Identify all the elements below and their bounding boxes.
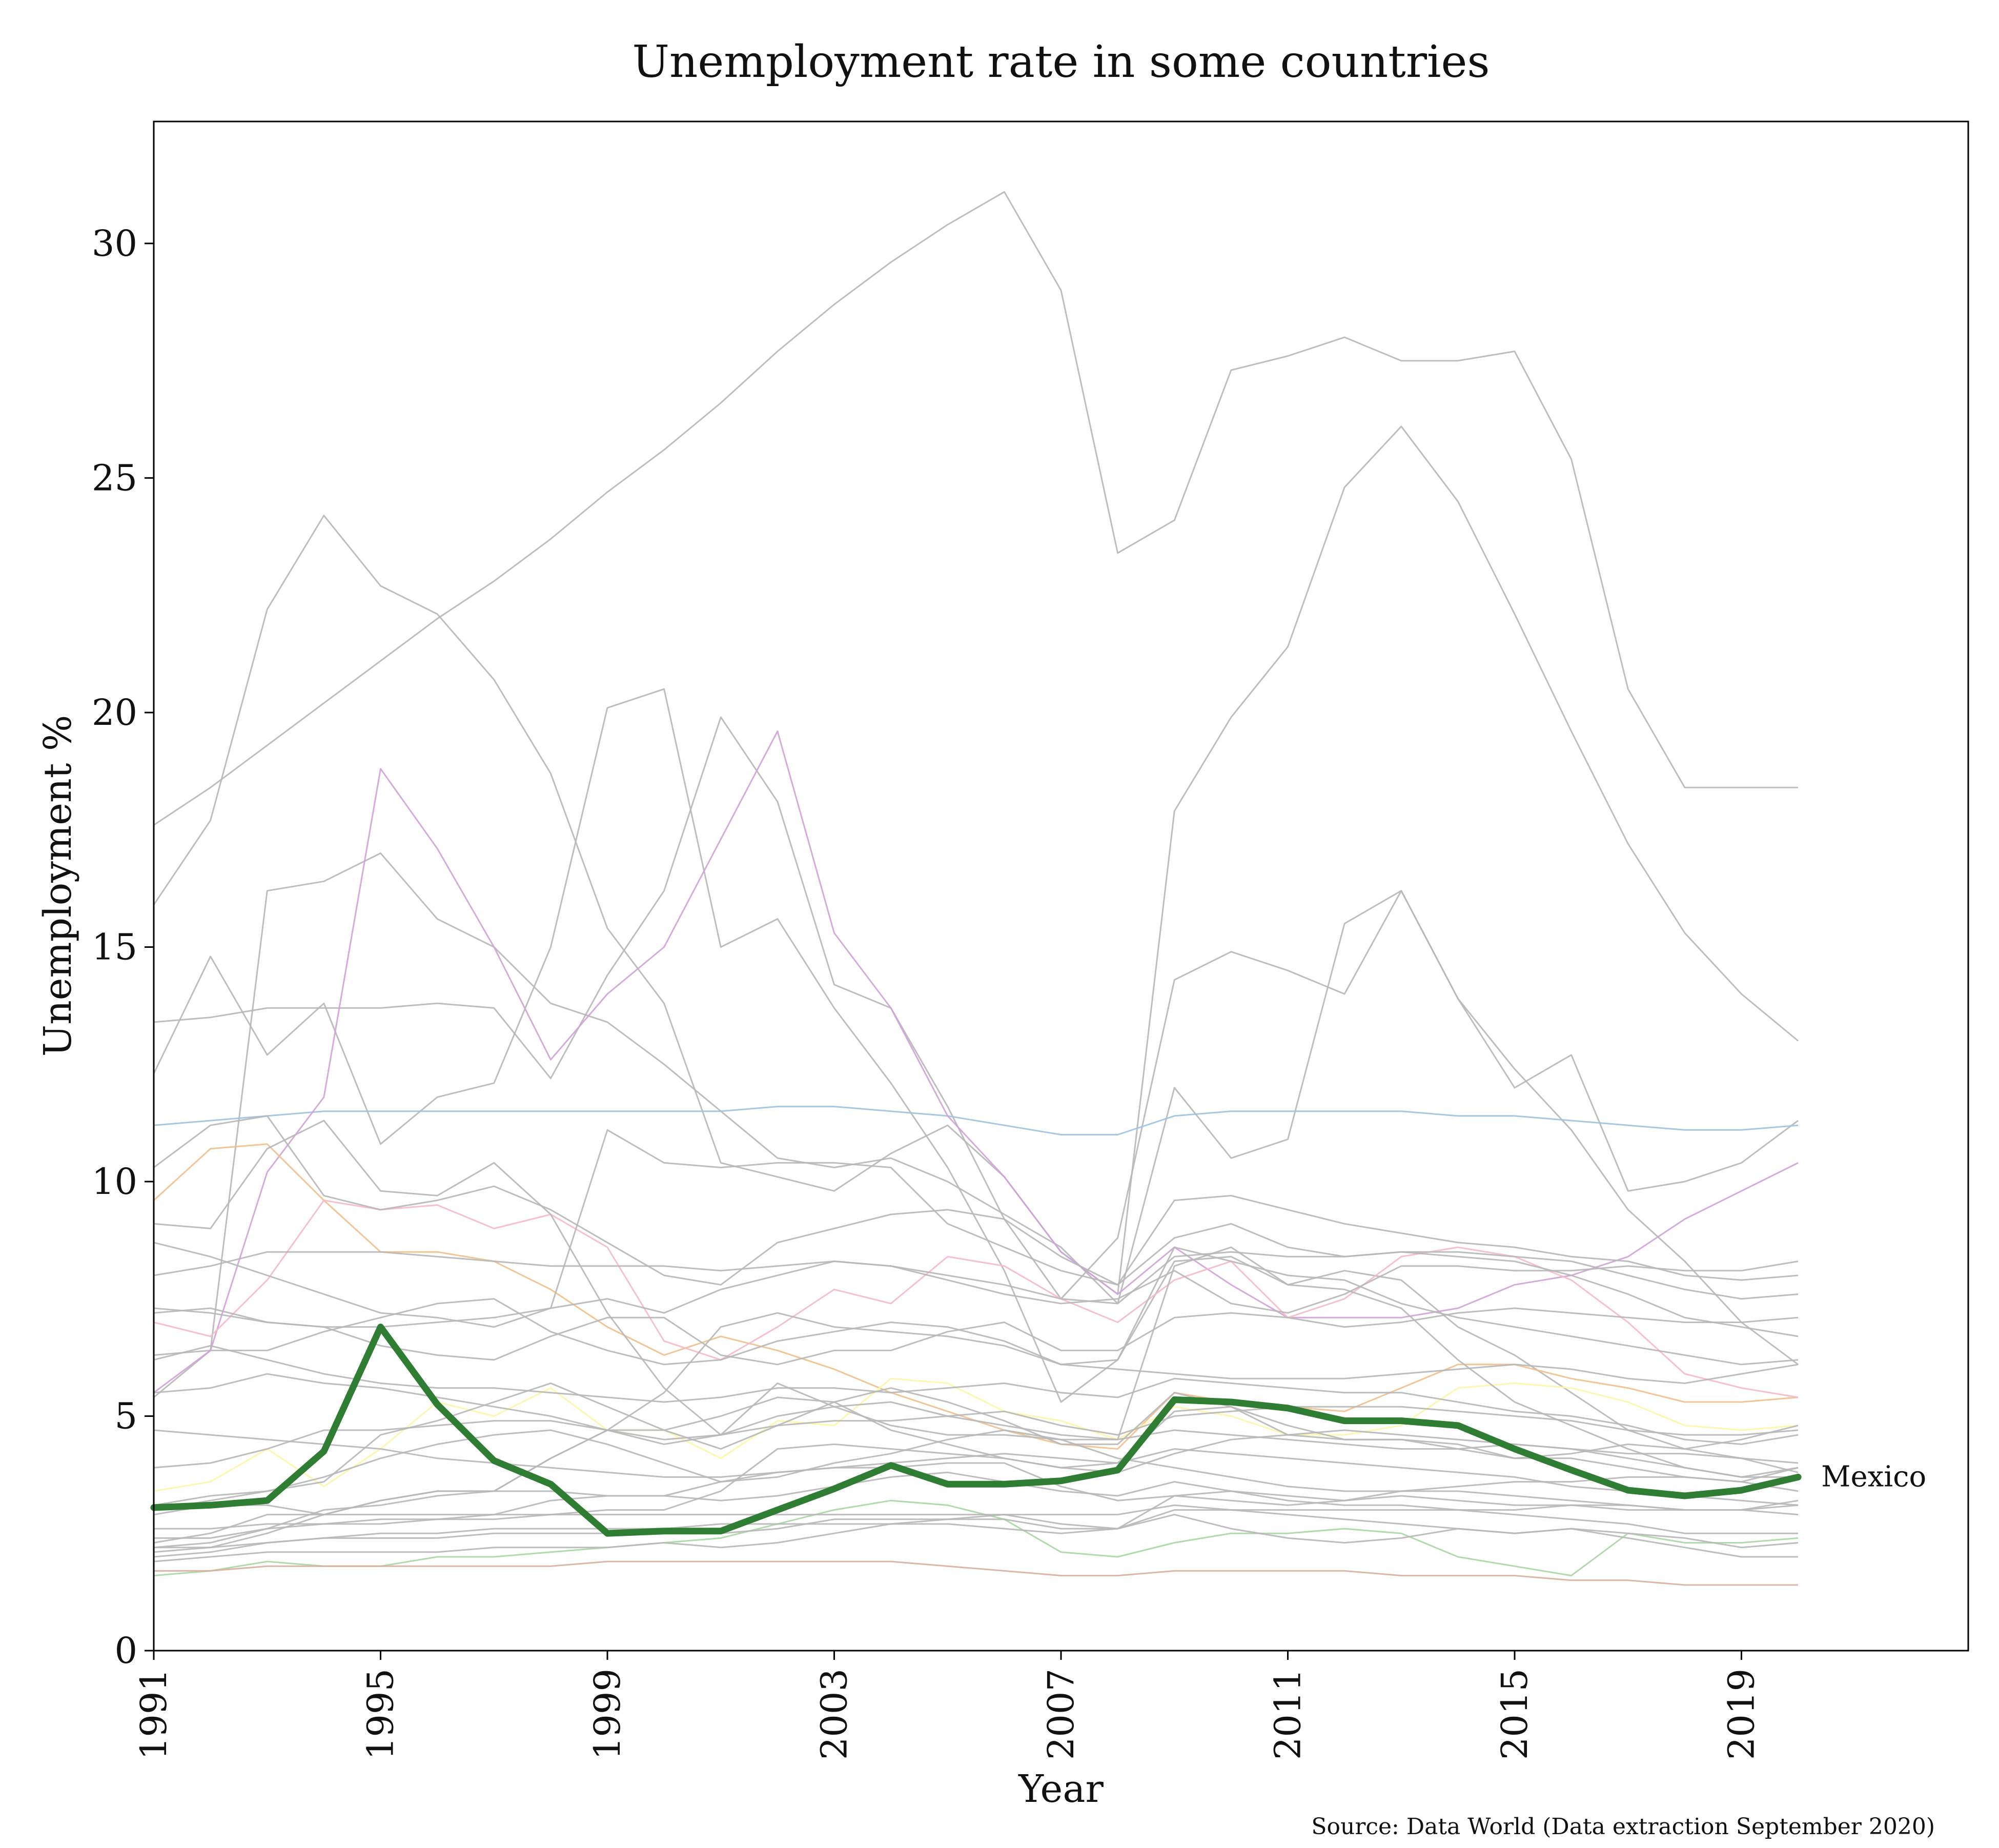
mexico-series-label: Mexico [1821,1460,1926,1493]
series-line-17 [153,1246,1799,1366]
series-line-22 [154,1462,1799,1530]
series-line-10 [153,1377,1799,1492]
x-tick-label-1999: 1999 [586,1669,628,1760]
x-tick-label-1991: 1991 [133,1669,175,1760]
x-tick-label-2015: 2015 [1494,1669,1536,1760]
series-line-12 [154,1560,1799,1586]
x-tick-label-2019: 2019 [1721,1669,1763,1760]
series-line-27 [153,1504,1799,1530]
mexico-line [150,1324,1802,1537]
x-tick-label-2007: 2007 [1040,1669,1082,1760]
y-axis-label: Unemployment % [36,715,80,1057]
series-line-13 [153,1115,1799,1337]
series-line-29 [153,1490,1799,1558]
series-line-5 [153,688,1799,1473]
y-tick-label-10: 10 [92,1161,137,1203]
series-line-9 [153,1200,1799,1398]
series-line-2 [153,425,1799,1295]
series-line-15 [153,1251,1799,1305]
series-line-11 [153,1499,1799,1577]
series-line-8 [153,1143,1799,1450]
x-axis-label: Year [1018,1767,1104,1811]
y-axis-ticks: 0 5 10 15 20 25 30 [92,222,154,1672]
series-line-30 [153,1382,1799,1506]
y-tick-label-15: 15 [92,926,137,968]
y-tick-label-25: 25 [92,457,137,499]
series-line-3 [153,852,1799,1398]
series-line-31 [153,1307,1799,1366]
series-line-24 [153,1406,1799,1469]
series-line-4 [153,716,1799,1300]
x-tick-label-1995: 1995 [360,1669,402,1760]
y-tick-label-20: 20 [92,692,137,734]
series-layer [153,191,1799,1586]
y-tick-label-30: 30 [92,222,137,265]
series-line-33 [153,1429,1799,1506]
highlight-layer [150,1324,1802,1537]
x-tick-label-2011: 2011 [1267,1669,1309,1760]
series-line-25 [153,1471,1799,1549]
x-axis-ticks: 1991 1995 1999 2003 2007 2011 2015 2019 [133,1651,1763,1760]
series-line-34 [153,1504,1799,1562]
source-note: Source: Data World (Data extraction Sept… [1311,1814,1935,1840]
series-line-1 [153,191,1799,826]
series-line-20 [153,1312,1799,1544]
y-tick-label-0: 0 [114,1630,137,1672]
series-line-6 [153,1106,1799,1135]
series-line-18 [153,1242,1799,1328]
series-line-14 [153,1120,1799,1478]
series-line-16 [153,1129,1799,1328]
x-tick-label-2003: 2003 [813,1669,855,1760]
series-line-32 [153,1429,1799,1511]
chart-title: Unemployment rate in some countries [633,36,1490,88]
y-tick-label-5: 5 [114,1395,137,1437]
series-line-7 [153,730,1799,1393]
